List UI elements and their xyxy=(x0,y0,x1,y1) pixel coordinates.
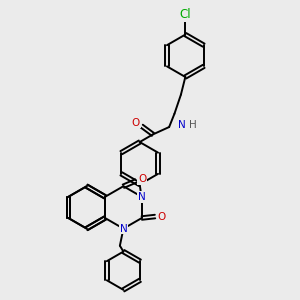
Text: N: N xyxy=(138,192,146,202)
Text: N: N xyxy=(178,120,185,130)
Text: H: H xyxy=(189,120,196,130)
Text: O: O xyxy=(158,212,166,221)
Text: O: O xyxy=(138,174,146,184)
Text: Cl: Cl xyxy=(179,8,191,21)
Text: N: N xyxy=(119,224,127,234)
Text: O: O xyxy=(132,118,140,128)
